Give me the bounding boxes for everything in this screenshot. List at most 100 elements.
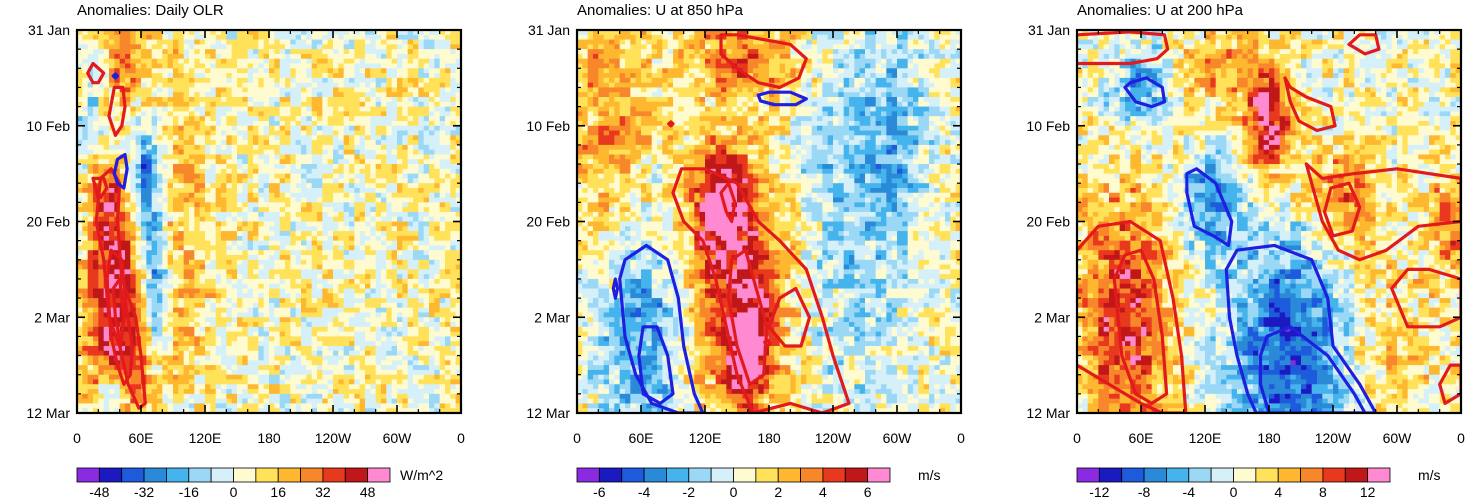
field-cell	[242, 350, 249, 357]
field-cell	[125, 360, 131, 366]
field-cell	[135, 106, 142, 112]
field-cell	[109, 293, 115, 299]
field-cell	[103, 92, 110, 98]
field-cell	[418, 116, 425, 122]
field-cell	[157, 264, 163, 270]
field-cell	[173, 202, 179, 208]
field-cell	[413, 226, 419, 232]
field-cell	[306, 355, 313, 361]
field-cell	[269, 87, 275, 93]
field-cell	[450, 331, 457, 337]
field-cell	[429, 49, 435, 55]
field-cell	[327, 259, 334, 266]
field-cell	[386, 68, 393, 74]
field-cell	[114, 350, 121, 357]
field-cell	[178, 331, 185, 337]
field-cell	[349, 120, 355, 127]
field-cell	[183, 101, 190, 108]
field-cell	[263, 187, 270, 194]
field-cell	[295, 312, 302, 318]
field-cell	[429, 140, 435, 146]
field-cell	[354, 226, 361, 232]
field-cell	[210, 307, 217, 314]
field-cell	[183, 360, 190, 366]
field-cell	[290, 298, 297, 304]
field-cell	[301, 255, 307, 261]
field-cell	[327, 39, 334, 45]
field-cell	[333, 322, 339, 328]
field-cell	[295, 322, 302, 328]
field-cell	[109, 355, 115, 361]
field-cell	[77, 269, 83, 275]
field-cell	[311, 39, 318, 45]
field-cell	[178, 58, 185, 65]
field-cell	[194, 283, 201, 290]
field-cell	[279, 259, 286, 266]
field-cell	[199, 164, 206, 170]
field-cell	[173, 159, 179, 165]
field-cell	[114, 39, 121, 45]
field-cell	[279, 240, 286, 247]
field-cell	[242, 231, 249, 237]
field-cell	[381, 221, 387, 227]
field-cell	[381, 168, 387, 175]
field-cell	[167, 97, 174, 103]
field-cell	[434, 49, 441, 55]
field-cell	[151, 97, 158, 103]
field-cell	[450, 97, 457, 103]
field-cell	[423, 288, 430, 294]
field-cell	[130, 53, 137, 60]
field-cell	[98, 326, 105, 333]
field-cell	[322, 235, 329, 242]
field-cell	[279, 278, 286, 285]
field-cell	[178, 278, 185, 285]
field-cell	[317, 245, 323, 251]
field-cell	[317, 82, 323, 89]
field-cell	[162, 345, 169, 352]
field-cell	[359, 240, 366, 247]
field-cell	[194, 173, 201, 180]
field-cell	[386, 111, 393, 117]
field-cell	[413, 154, 419, 160]
field-cell	[183, 288, 190, 294]
field-cell	[327, 168, 334, 175]
field-cell	[381, 154, 387, 160]
field-cell	[391, 178, 398, 184]
field-cell	[87, 183, 94, 189]
field-cell	[82, 97, 89, 103]
field-cell	[93, 30, 99, 36]
field-cell	[450, 250, 457, 256]
field-cell	[386, 168, 393, 175]
field-cell	[407, 221, 414, 227]
field-cell	[135, 187, 142, 194]
field-cell	[375, 312, 382, 318]
field-cell	[263, 197, 270, 203]
field-cell	[370, 255, 377, 261]
field-cell	[263, 302, 270, 309]
field-cell	[183, 39, 190, 45]
field-cell	[215, 159, 222, 165]
field-cell	[157, 226, 163, 232]
field-cell	[141, 135, 147, 141]
field-cell	[194, 341, 201, 347]
field-cell	[167, 274, 174, 280]
field-cell	[455, 211, 461, 218]
field-cell	[135, 130, 142, 136]
field-cell	[439, 231, 446, 237]
field-cell	[365, 341, 371, 347]
field-cell	[189, 168, 195, 175]
field-cell	[98, 360, 105, 366]
field-cell	[301, 341, 307, 347]
field-cell	[263, 44, 270, 50]
field-cell	[306, 154, 313, 160]
field-cell	[386, 331, 393, 337]
field-cell	[237, 63, 243, 69]
field-cell	[370, 144, 377, 151]
field-cell	[82, 197, 89, 203]
field-cell	[231, 341, 238, 347]
field-cell	[439, 221, 446, 227]
field-cell	[146, 120, 153, 127]
field-cell	[263, 58, 270, 65]
field-cell	[359, 312, 366, 318]
field-cell	[125, 355, 131, 361]
